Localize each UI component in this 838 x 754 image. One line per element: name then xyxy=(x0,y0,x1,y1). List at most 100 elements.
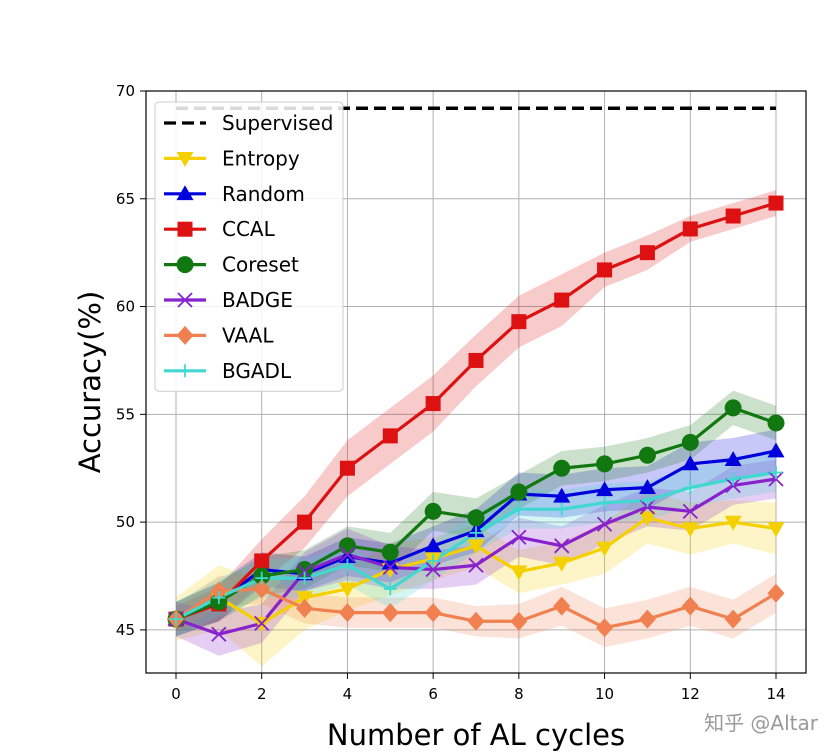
badge-point xyxy=(682,503,698,519)
legend-label-badge: BADGE xyxy=(222,288,293,312)
vaal-point xyxy=(638,609,656,629)
badge-point xyxy=(554,538,570,554)
vaal-point xyxy=(510,611,528,631)
coreset-point xyxy=(467,509,485,527)
bgadl-point xyxy=(298,571,312,585)
bgadl-point xyxy=(683,481,697,495)
legend-marker-bgadl xyxy=(178,364,192,378)
badge-point xyxy=(339,546,356,563)
badge-point xyxy=(468,557,484,573)
x-tick-label: 10 xyxy=(595,685,614,703)
legend-label-entropy: Entropy xyxy=(222,146,300,170)
coreset-point xyxy=(553,459,571,477)
series-markers xyxy=(167,195,785,642)
ccal-point xyxy=(511,314,527,330)
y-axis-title: Accuracy(%) xyxy=(73,291,107,474)
random-point xyxy=(596,481,614,497)
bgadl-point xyxy=(169,612,183,626)
entropy-point xyxy=(553,556,571,572)
ccal-point xyxy=(682,221,698,237)
random-point xyxy=(681,455,699,471)
plot-frame xyxy=(145,90,807,674)
legend-marker-vaal xyxy=(176,325,194,345)
x-tick-label: 4 xyxy=(343,685,353,703)
watermark-text: 知乎 @Altar xyxy=(704,711,819,735)
badge-band xyxy=(176,459,776,656)
ccal-point xyxy=(554,292,570,308)
ccal-point xyxy=(254,553,270,569)
coreset-point xyxy=(424,502,442,520)
ccal-point xyxy=(639,245,655,261)
badge-point xyxy=(511,529,527,545)
vaal-point xyxy=(381,603,399,623)
legend-marker-ccal xyxy=(177,221,193,237)
vaal-band xyxy=(176,573,776,648)
vaal-point xyxy=(681,596,699,616)
bgadl-point xyxy=(769,466,783,480)
x-tick-label: 8 xyxy=(514,685,524,703)
badge-point xyxy=(596,516,613,532)
badge-point xyxy=(254,615,270,632)
random-point xyxy=(638,479,656,494)
coreset-point xyxy=(638,446,656,464)
coreset-point xyxy=(681,433,699,451)
entropy-point xyxy=(638,511,656,527)
bgadl-point xyxy=(640,494,654,508)
legend-box xyxy=(154,101,344,392)
random-point xyxy=(381,554,399,570)
bgadl-point xyxy=(598,496,612,510)
random-point xyxy=(424,537,442,553)
vaal-point xyxy=(724,609,742,629)
entropy-point xyxy=(767,522,785,538)
legend-label-bgadl: BGADL xyxy=(222,359,292,383)
vaal-point xyxy=(767,583,785,603)
ccal-point xyxy=(768,195,784,211)
coreset-point xyxy=(767,414,785,432)
y-tick-label: 50 xyxy=(116,513,135,531)
legend-marker-badge xyxy=(177,292,193,308)
entropy-point xyxy=(681,522,699,538)
entropy-band xyxy=(176,491,776,667)
legend-marker-entropy xyxy=(176,152,194,167)
legend-label-random: Random xyxy=(222,182,305,206)
vaal-point xyxy=(467,611,485,631)
axis-ticks: 0 2 4 6 8 10 12 14 45 50 55 60 65 70 xyxy=(116,82,786,703)
bgadl-point xyxy=(726,472,740,486)
legend-label-coreset: Coreset xyxy=(222,253,299,277)
entropy-point xyxy=(296,591,314,607)
badge-point xyxy=(425,561,441,578)
entropy-point xyxy=(510,565,528,581)
legend: Supervised Entropy Random CCAL Coreset BADGE V… xyxy=(154,101,344,392)
x-axis-title: Number of AL cycles xyxy=(327,718,625,752)
badge-point xyxy=(211,626,227,642)
x-tick-label: 12 xyxy=(681,685,700,703)
coreset-point xyxy=(724,399,742,417)
ccal-point xyxy=(339,460,355,476)
coreset-point xyxy=(381,543,399,561)
badge-point xyxy=(382,559,398,576)
bgadl-point xyxy=(426,554,440,568)
coreset-point xyxy=(338,537,356,555)
ccal-point xyxy=(425,396,441,412)
legend-label-vaal: VAAL xyxy=(222,323,274,347)
bgadl-point xyxy=(383,582,397,596)
legend-marker-coreset xyxy=(176,256,194,274)
vaal-point xyxy=(253,579,271,599)
bgadl-point xyxy=(469,526,483,540)
x-tick-label: 14 xyxy=(766,685,785,703)
x-tick-label: 6 xyxy=(428,685,438,703)
coreset-point xyxy=(596,455,614,473)
bgadl-point xyxy=(340,558,354,572)
y-tick-label: 70 xyxy=(116,82,135,100)
ccal-point xyxy=(297,514,313,530)
random-point xyxy=(767,442,785,458)
y-tick-label: 65 xyxy=(116,190,135,208)
y-tick-label: 55 xyxy=(116,405,135,423)
entropy-point xyxy=(467,539,485,555)
bgadl-point xyxy=(512,502,526,516)
vaal-point xyxy=(338,603,356,623)
ccal-band xyxy=(176,190,776,633)
ccal-point xyxy=(468,352,484,368)
vaal-point xyxy=(424,603,442,623)
